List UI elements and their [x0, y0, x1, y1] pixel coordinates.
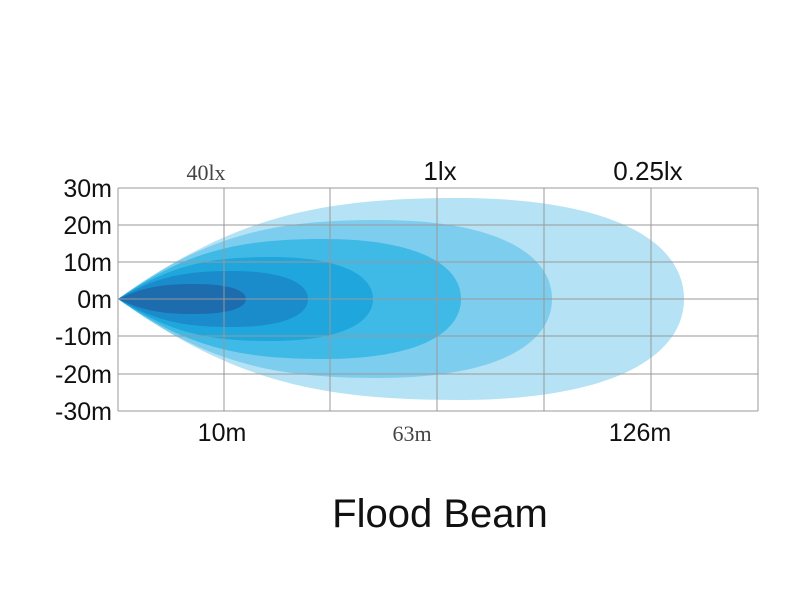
y-label: -30m — [55, 398, 112, 426]
y-label: 10m — [63, 249, 112, 277]
bottom-label: 126m — [609, 419, 672, 447]
bottom-label: 10m — [198, 419, 247, 447]
y-label: -20m — [55, 361, 112, 389]
bottom-label: 63m — [392, 421, 431, 446]
diagram-title: Flood Beam — [332, 492, 548, 536]
y-label: 0m — [77, 286, 112, 314]
top-label: 1lx — [423, 156, 456, 186]
top-label: 40lx — [186, 160, 225, 185]
top-label: 0.25lx — [613, 156, 682, 186]
y-label: 30m — [63, 175, 112, 203]
y-label: -10m — [55, 323, 112, 351]
y-label: 20m — [63, 212, 112, 240]
